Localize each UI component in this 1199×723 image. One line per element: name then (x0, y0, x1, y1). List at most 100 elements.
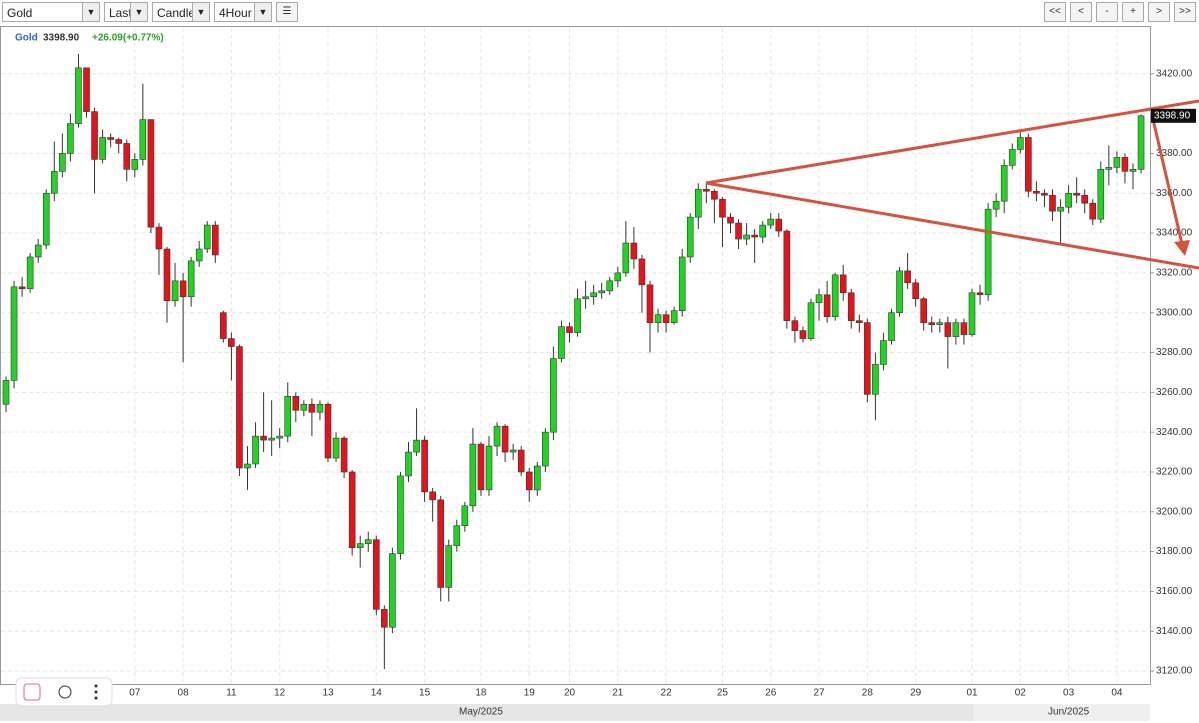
candle-body (1137, 115, 1145, 170)
candle-body (381, 609, 388, 628)
y-tick-label: 3200.00 (1156, 506, 1193, 517)
price-text: Last (109, 6, 132, 20)
nav-button[interactable]: + (1122, 2, 1144, 22)
candle-body (260, 435, 267, 441)
candle-body (936, 322, 944, 325)
candle-body (719, 198, 726, 218)
nav-button[interactable]: > (1148, 2, 1170, 22)
nav-button[interactable]: << (1044, 2, 1066, 22)
candle-body (831, 274, 839, 317)
interval-select[interactable]: 4Hour ▼ (214, 2, 272, 22)
y-tick-label: 3300.00 (1156, 307, 1193, 318)
candle-body (984, 208, 992, 296)
candle-body (139, 119, 147, 160)
candle-body (445, 545, 453, 588)
candle-body (630, 242, 638, 260)
x-tick-label: 01 (966, 688, 978, 699)
candle-body (904, 270, 911, 284)
y-tick-label: 3340.00 (1156, 228, 1193, 239)
candle-body (1105, 167, 1113, 170)
candle-body (1033, 190, 1040, 194)
month-bar (0, 704, 1150, 721)
candle-body (815, 294, 823, 304)
y-tick-label: 3260.00 (1156, 387, 1193, 398)
candle-body (171, 280, 179, 302)
arrow-head (1174, 240, 1190, 256)
more-menu[interactable] (94, 684, 98, 688)
candle-body (429, 491, 436, 501)
candle-body (42, 192, 50, 246)
price-tag (1151, 108, 1196, 123)
candle-body (405, 451, 412, 477)
text-tool[interactable] (23, 683, 41, 701)
arrow-line (1150, 114, 1184, 245)
grid: 3120.00 3140.00 3160.00 3180.00 3200.00 3220.… (1, 28, 1193, 718)
x-tick-label: 18 (475, 688, 487, 699)
candle-body (686, 216, 694, 258)
candle-body (598, 290, 606, 294)
candle-body (203, 224, 211, 250)
candle-body (75, 67, 82, 124)
month-bar-current (973, 704, 1150, 721)
price-tag-label: 3398.90 (1154, 110, 1191, 121)
candle-body (236, 346, 243, 469)
x-tick-label: 08 (178, 688, 190, 699)
candle-body (332, 437, 340, 459)
candle-body (372, 539, 380, 610)
header-symbol: Gold (15, 33, 38, 44)
style-select[interactable]: Candle ▼ (152, 2, 210, 22)
candle-body (823, 294, 831, 317)
candle-body (751, 234, 758, 238)
candle-body (123, 143, 131, 170)
dropdown-arrow[interactable]: ▼ (82, 3, 99, 21)
candle-body (107, 137, 114, 140)
dropdown-arrow[interactable]: ▼ (130, 3, 147, 21)
candle-body (284, 396, 292, 437)
candle-body (767, 218, 775, 226)
candle-body (574, 298, 581, 333)
dropdown-arrow[interactable]: ▼ (254, 3, 271, 21)
trendlines (705, 99, 1199, 270)
candle-body (703, 188, 710, 192)
y-tick-label: 3420.00 (1156, 68, 1193, 79)
candle-body (944, 322, 952, 337)
candle-body (1073, 192, 1080, 196)
candle-body (364, 539, 372, 544)
candle-body (759, 224, 767, 238)
candle-body (340, 437, 348, 473)
candle-body (864, 322, 871, 395)
candle-body (727, 216, 734, 224)
x-tick-label: 07 (129, 688, 141, 699)
candle-body (477, 443, 485, 491)
x-tick-label: 04 (1111, 688, 1123, 699)
candle-body (292, 396, 300, 411)
candle-body (542, 431, 549, 467)
dropdown-arrow[interactable]: ▼ (192, 3, 209, 21)
candle-body (525, 471, 533, 491)
candle-body (1016, 137, 1024, 150)
candle-body (397, 475, 404, 554)
candle-body (735, 222, 742, 240)
candle-body (880, 340, 887, 365)
snapshot-tool[interactable] (58, 685, 72, 699)
nav-button[interactable]: < (1070, 2, 1092, 22)
candle-body (928, 322, 936, 325)
candle-body (18, 286, 26, 290)
nav-button[interactable]: >> (1174, 2, 1196, 22)
candle-body (276, 435, 284, 439)
candle-body (590, 292, 597, 298)
x-tick-label: 13 (322, 688, 334, 699)
candle-body (131, 159, 139, 170)
nav-button[interactable]: - (1096, 2, 1118, 22)
trendline (705, 181, 1199, 270)
y-tick-label: 3120.00 (1156, 666, 1193, 677)
settings-button[interactable]: ☰ (276, 2, 298, 22)
candle-body (324, 403, 332, 459)
candle-body (533, 465, 541, 491)
candle-body (1097, 169, 1105, 220)
style-text: Candle (157, 6, 196, 20)
candle-body (1121, 157, 1129, 172)
period-label: Jun/2025 (1048, 707, 1090, 718)
price-select[interactable]: Last ▼ (104, 2, 148, 22)
symbol-select[interactable]: Gold ▼ (2, 2, 100, 22)
